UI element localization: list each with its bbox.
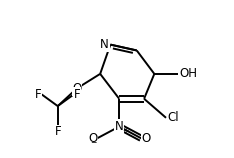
Text: N: N bbox=[100, 38, 109, 51]
Text: Cl: Cl bbox=[168, 111, 179, 124]
Text: N: N bbox=[115, 120, 124, 133]
Text: −: − bbox=[90, 138, 96, 147]
Text: +: + bbox=[122, 126, 128, 135]
Text: F: F bbox=[35, 88, 42, 101]
Text: O: O bbox=[141, 132, 150, 145]
Text: O: O bbox=[72, 82, 81, 95]
Text: F: F bbox=[55, 125, 61, 138]
Text: F: F bbox=[74, 88, 80, 101]
Text: OH: OH bbox=[179, 67, 197, 80]
Text: O: O bbox=[88, 132, 97, 145]
